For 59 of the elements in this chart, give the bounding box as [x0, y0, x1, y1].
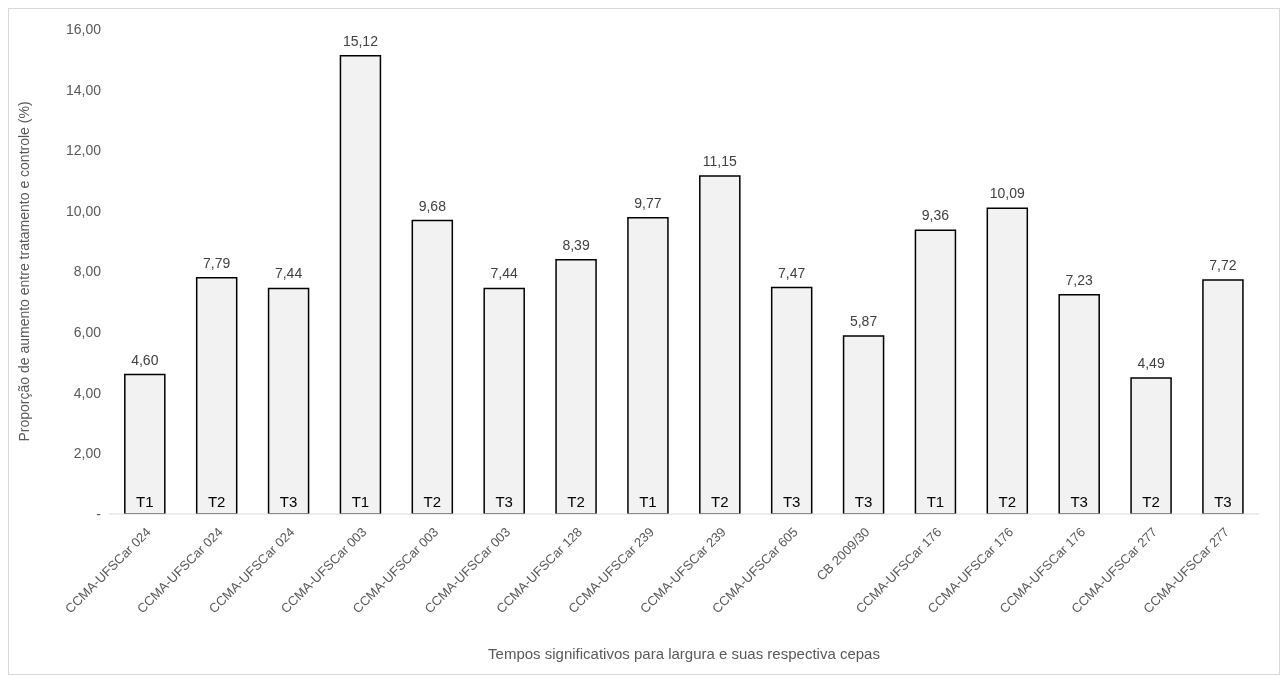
- data-label: 9,36: [921, 207, 950, 224]
- bar: [770, 286, 813, 514]
- annotation: T1: [351, 493, 370, 510]
- y-tick-label: 14,00: [65, 81, 102, 98]
- annotation: T2: [567, 493, 585, 510]
- annotation: T2: [1142, 493, 1160, 510]
- annotation: T1: [136, 493, 154, 510]
- annotation: T3: [782, 493, 801, 510]
- annotation: T1: [639, 493, 657, 510]
- y-tick-label: -: [96, 505, 102, 522]
- annotation: T3: [279, 493, 298, 510]
- data-label: 8,39: [562, 236, 590, 253]
- data-label: 9,77: [634, 194, 662, 211]
- bar: [842, 335, 885, 514]
- data-label: 15,12: [342, 32, 379, 49]
- data-label: 7,72: [1209, 256, 1237, 273]
- annotation: T2: [423, 493, 442, 510]
- annotation: T3: [1070, 493, 1088, 510]
- annotation: T3: [495, 493, 513, 510]
- bar: [339, 54, 382, 514]
- annotation: T3: [854, 493, 873, 510]
- bar: [699, 175, 741, 514]
- bar: [914, 229, 957, 514]
- data-label: 7,44: [490, 265, 519, 282]
- annotation: T2: [998, 493, 1017, 510]
- annotation: T3: [1214, 493, 1232, 510]
- y-tick-label: 2,00: [73, 445, 102, 462]
- y-tick-label: 8,00: [73, 263, 102, 280]
- data-label: 7,23: [1065, 271, 1094, 288]
- data-label: 9,68: [418, 197, 447, 214]
- data-label: 7,44: [274, 265, 303, 282]
- data-label: 7,47: [778, 264, 806, 281]
- bar: [627, 217, 669, 514]
- bar: [1202, 279, 1244, 514]
- x-axis-title: Tempos significativos para largura e suas respectiva cepas: [488, 645, 880, 662]
- data-label: 4,49: [1137, 354, 1165, 371]
- data-label: 5,87: [849, 313, 878, 330]
- bar: [555, 258, 597, 514]
- bar: [411, 219, 454, 514]
- bar: [1058, 294, 1100, 514]
- data-label: 10,09: [989, 185, 1026, 202]
- y-tick-label: 10,00: [65, 202, 102, 219]
- y-tick-label: 4,00: [73, 384, 102, 401]
- bar: [1130, 377, 1172, 514]
- y-tick-label: 6,00: [73, 324, 102, 341]
- data-label: 7,79: [203, 254, 231, 271]
- bar: [124, 373, 166, 514]
- y-tick-label: 12,00: [65, 142, 102, 159]
- bar: [267, 287, 310, 514]
- bar: [195, 277, 238, 514]
- data-label: 4,60: [131, 351, 159, 368]
- y-axis-title: Proporção de aumento entre tratamento e controle (%): [15, 101, 32, 442]
- annotation: T2: [711, 493, 729, 510]
- data-label: 11,15: [702, 153, 738, 170]
- annotation: T1: [926, 493, 945, 510]
- bar: [986, 207, 1029, 514]
- bar: [483, 287, 525, 514]
- annotation: T2: [207, 493, 226, 510]
- y-tick-label: 16,00: [65, 20, 102, 37]
